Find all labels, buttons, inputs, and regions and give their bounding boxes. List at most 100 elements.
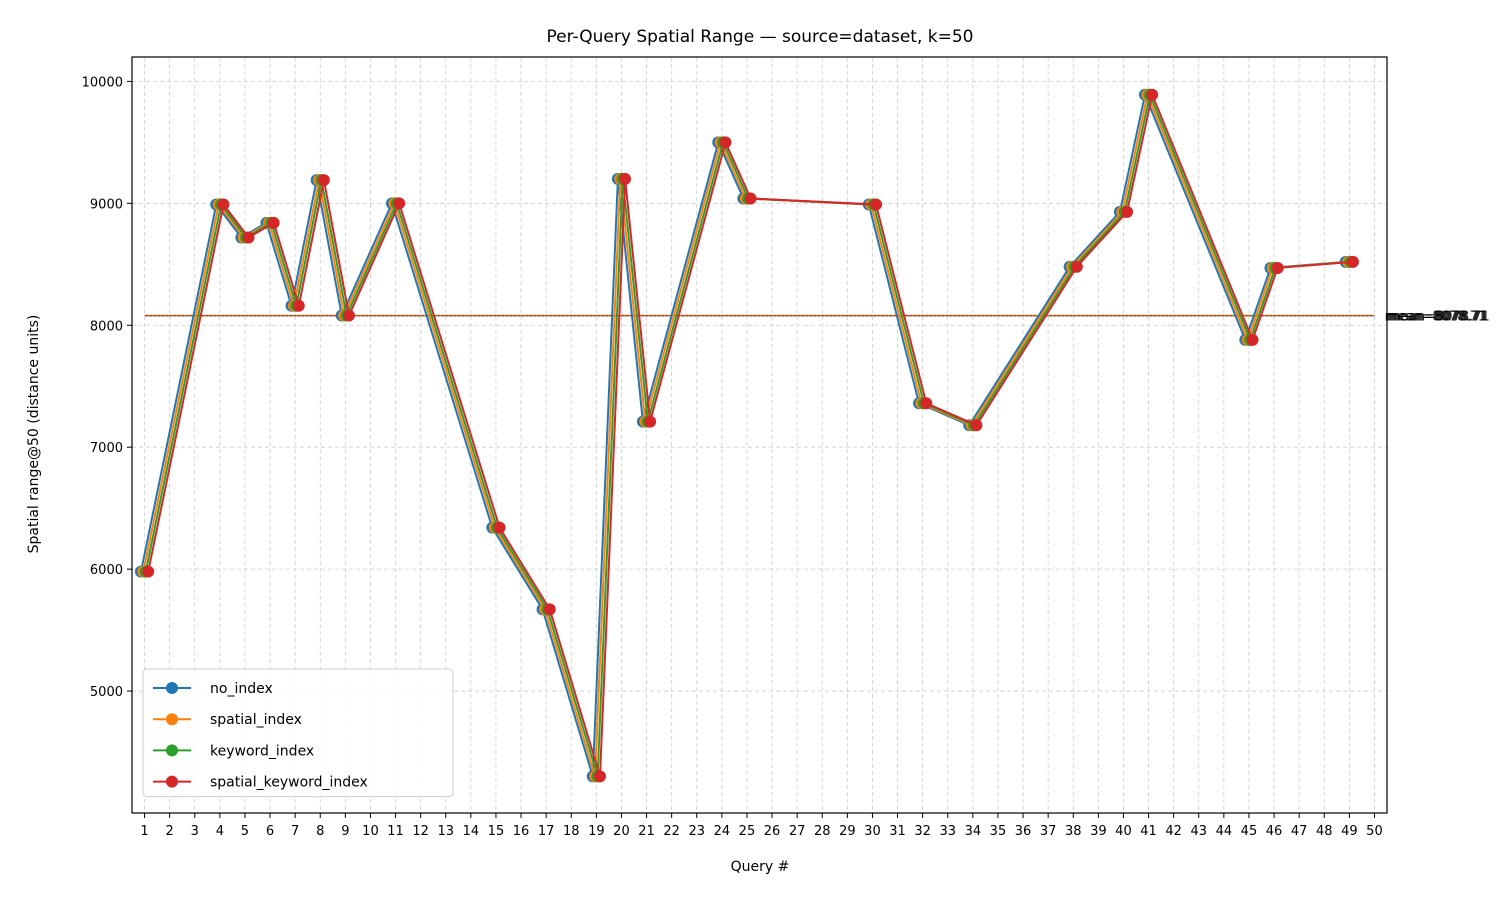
x-tick-label: 46	[1266, 824, 1283, 839]
x-tick-label: 37	[1040, 824, 1057, 839]
x-tick-label: 5	[241, 824, 249, 839]
x-tick-label: 49	[1341, 824, 1358, 839]
x-tick-label: 35	[990, 824, 1007, 839]
x-tick-label: 12	[412, 824, 429, 839]
data-point	[317, 174, 330, 187]
x-tick-label: 38	[1065, 824, 1082, 839]
x-axis-title: Query #	[731, 859, 790, 875]
legend-item: spatial_index	[153, 712, 302, 728]
data-point	[744, 192, 757, 205]
series-lines	[134, 88, 1359, 783]
x-tick-label: 25	[739, 824, 756, 839]
x-tick-label: 1	[140, 824, 148, 839]
data-point	[1271, 261, 1284, 274]
legend-item: spatial_keyword_index	[153, 775, 368, 791]
series-line	[147, 91, 1353, 777]
x-tick-label: 42	[1165, 824, 1182, 839]
x-tick-label: 34	[965, 824, 982, 839]
y-tick-label: 8000	[90, 319, 123, 334]
data-point	[543, 603, 556, 616]
x-tick-label: 7	[291, 824, 299, 839]
data-point	[593, 770, 606, 783]
x-tick-label: 27	[789, 824, 806, 839]
x-tick-label: 28	[814, 824, 831, 839]
x-tick-label: 2	[166, 824, 174, 839]
x-tick-label: 6	[266, 824, 274, 839]
legend-marker	[166, 744, 178, 757]
x-tick-label: 45	[1241, 824, 1258, 839]
y-tick-label: 6000	[90, 563, 123, 578]
data-point	[292, 299, 305, 312]
x-tick-label: 16	[513, 824, 530, 839]
x-tick-label: 3	[191, 824, 199, 839]
data-point	[342, 309, 355, 322]
x-tick-label: 13	[437, 824, 454, 839]
legend-marker	[166, 713, 178, 726]
data-point	[142, 565, 155, 578]
series-spatial_keyword_index	[142, 88, 1359, 783]
legend-marker	[166, 682, 178, 694]
data-point	[1146, 88, 1159, 101]
x-tick-label: 36	[1015, 824, 1032, 839]
chart-title: Per-Query Spatial Range — source=dataset…	[547, 27, 974, 47]
y-tick-label: 9000	[90, 197, 123, 212]
legend-item: no_index	[153, 681, 273, 697]
x-tick-label: 15	[488, 824, 505, 839]
data-point	[267, 216, 280, 229]
x-tick-label: 39	[1090, 824, 1107, 839]
x-tick-label: 40	[1115, 824, 1132, 839]
x-tick-label: 48	[1316, 824, 1333, 839]
legend-label: spatial_keyword_index	[210, 775, 368, 791]
x-tick-label: 21	[638, 824, 655, 839]
x-tick-label: 33	[939, 824, 956, 839]
data-point	[619, 172, 632, 185]
data-point	[1246, 333, 1259, 346]
data-point	[242, 231, 255, 244]
x-tick-label: 29	[839, 824, 856, 839]
x-tick-label: 4	[216, 824, 224, 839]
x-tick-label: 8	[316, 824, 324, 839]
x-tick-label: 24	[714, 824, 731, 839]
data-point	[870, 198, 883, 211]
x-tick-label: 14	[463, 824, 480, 839]
mean-label: mean=8078.71	[1385, 310, 1487, 325]
x-tick-label: 20	[613, 824, 630, 839]
data-point	[1070, 260, 1083, 273]
legend-label: no_index	[210, 681, 273, 697]
mean-label: mean=8078.71	[1387, 310, 1489, 325]
x-tick-label: 31	[889, 824, 906, 839]
legend-label: spatial_index	[210, 712, 302, 728]
x-tick-label: 18	[563, 824, 580, 839]
legend-box	[142, 668, 454, 798]
x-tick-label: 23	[688, 824, 705, 839]
x-tick-label: 32	[914, 824, 931, 839]
data-point	[1121, 205, 1134, 218]
data-point	[970, 419, 983, 432]
data-point	[719, 136, 732, 149]
legend-item: keyword_index	[153, 743, 314, 759]
x-tick-label: 10	[362, 824, 379, 839]
x-tick-label: 26	[764, 824, 781, 839]
x-tick-label: 11	[387, 824, 404, 839]
x-tick-label: 9	[341, 824, 349, 839]
data-point	[393, 197, 406, 210]
data-point	[493, 521, 506, 534]
y-tick-label: 10000	[82, 75, 123, 90]
y-tick-label: 7000	[90, 441, 123, 456]
data-point	[920, 397, 933, 410]
x-tick-label: 22	[663, 824, 680, 839]
series-line	[144, 91, 1351, 777]
x-tick-label: 44	[1216, 824, 1233, 839]
x-tick-label: 50	[1366, 824, 1383, 839]
x-axis: 1 2 3 4 5 6 7 8 9 10 11 12 13 14 15 16 17 18 19 20 21 22 23 24 2…	[140, 813, 1383, 839]
mean-label: mean=8078.71	[1388, 310, 1490, 325]
y-axis-title: Spatial range@50 (distance units)	[26, 315, 42, 554]
x-tick-label: 41	[1140, 824, 1157, 839]
data-point	[1346, 255, 1359, 268]
x-tick-label: 30	[864, 824, 881, 839]
series-line	[142, 91, 1349, 777]
x-tick-label: 19	[588, 824, 605, 839]
series-line	[140, 91, 1346, 777]
